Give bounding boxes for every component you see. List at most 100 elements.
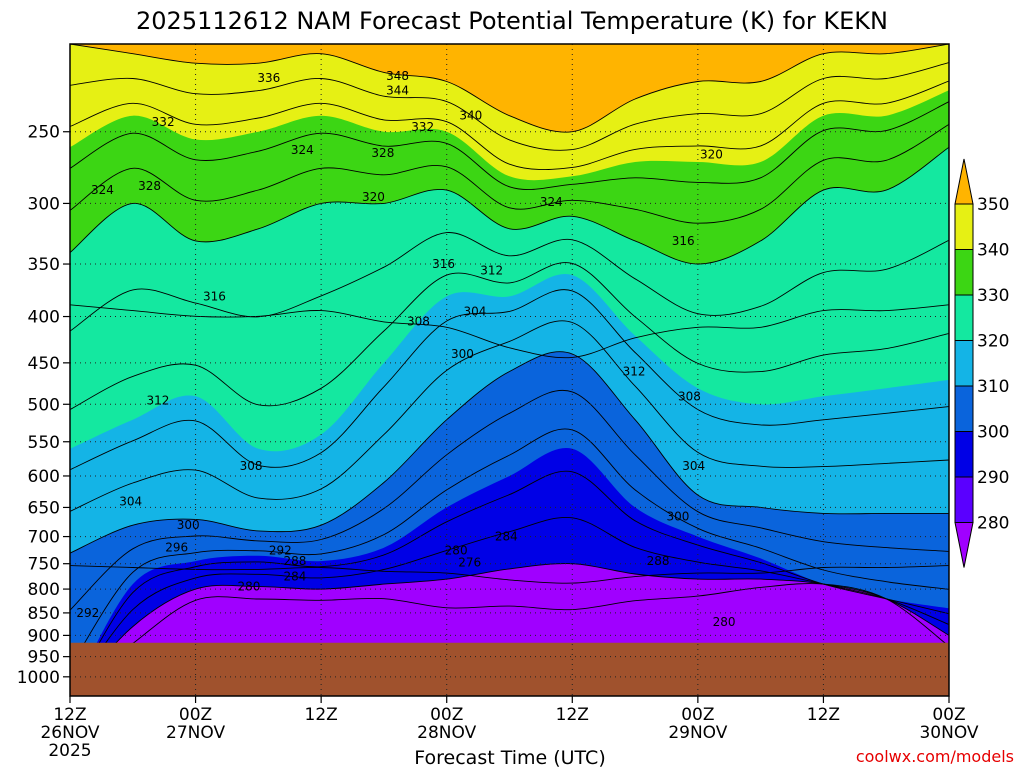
x-tick-label: 28NOV [417,723,476,743]
isentrope-276 [70,583,949,696]
contour-label: 320 [362,190,385,204]
contour-label: 324 [91,183,114,197]
y-tick-label: 900 [28,626,60,646]
contour-label: 328 [138,179,161,193]
y-tick-label: 500 [28,395,60,415]
y-tick-label: 600 [28,467,60,487]
contour-label: 276 [458,556,481,570]
y-tick-label: 350 [28,255,60,275]
y-tick-label: 750 [28,555,60,575]
isentrope-316 [70,232,949,332]
contour-label: 312 [623,364,646,378]
contour-label: 300 [667,509,690,523]
colorbar-label: 310 [977,377,1009,397]
contour-label: 280 [445,543,468,557]
contour-label: 324 [540,195,563,209]
x-tick-label: 00Z [430,705,463,725]
contour-label: 316 [203,289,226,303]
x-axis-label: Forecast Time (UTC) [414,747,605,768]
y-tick-label: 700 [28,528,60,548]
contour-label: 328 [371,146,394,160]
contour-label: 288 [284,554,307,568]
contour-label: 284 [284,570,307,584]
isentrope-332 [70,80,949,171]
contour-label: 292 [269,543,292,557]
x-tick-label: 30NOV [919,723,978,743]
contour-label: 316 [672,234,695,248]
y-tick-label: 800 [28,580,60,600]
colorbar-label: 320 [977,332,1009,352]
contour-label: 340 [459,109,482,123]
contour-label: 332 [152,115,175,129]
isentrope-308 [70,289,949,471]
contour-label: 308 [240,459,263,473]
y-tick-label: 550 [28,433,60,453]
x-tick-label: 12Z [305,705,338,725]
y-tick-label: 400 [28,308,60,328]
colorbar-extend-bottom [954,522,974,568]
isentrope-328 [70,101,949,190]
contour-label: 336 [257,71,280,85]
contour-label: 312 [146,393,169,407]
isentrope-324 [70,124,949,224]
isentrope-304 [70,320,949,512]
colorbar-label: 300 [977,423,1009,443]
x-tick-label: 12Z [807,705,840,725]
colorbar-extend-top [954,158,974,205]
colorbar-label: 280 [977,514,1009,534]
contour-label: 304 [464,305,487,319]
y-tick-label: 950 [28,648,60,668]
colorbar-label: 350 [977,195,1009,215]
isentrope-280 [70,563,949,696]
contour-label: 304 [119,494,142,508]
credit-text: coolwx.com/models [856,747,1014,766]
contour-label: 288 [647,554,670,568]
contour-label: 308 [678,389,701,403]
y-tick-label: 650 [28,498,60,518]
y-axis: 2503003504004505005506006507007508008509… [17,123,70,688]
isentrope-340 [70,44,949,133]
isentrope-288 [70,470,949,696]
x-tick-label: 29NOV [668,723,727,743]
temperature-bands [70,44,949,696]
colorbar-label: 290 [977,468,1009,488]
y-tick-label: 450 [28,354,60,374]
x-tick-label: 00Z [932,705,965,725]
isentrope-lines [70,44,949,696]
colorbar: 280 290 300 310 320 330 340 350 [954,158,1009,568]
colorbar-swatch [954,249,974,296]
terrain-block [70,642,949,696]
colorbar-swatch [954,294,974,341]
contour-label: 292 [76,606,99,620]
contour-label: 280 [237,580,260,594]
contour-label: 348 [386,69,409,83]
contour-label: 284 [495,530,518,544]
contour-label: 324 [291,143,314,157]
y-tick-label: 250 [28,123,60,143]
x-tick-label: 2025 [48,741,91,761]
colorbar-swatch [954,203,974,250]
x-tick-label: 27NOV [166,723,225,743]
contour-label: 316 [432,257,455,271]
y-tick-label: 850 [28,604,60,624]
colorbar-swatch [954,385,974,432]
colorbar-label: 330 [977,286,1009,306]
x-tick-label: 00Z [681,705,714,725]
contour-label: 332 [411,120,434,134]
isentrope-292 [70,428,949,668]
contour-label: 344 [386,83,409,97]
contour-label: 320 [700,148,723,162]
contour-label: 308 [407,314,430,328]
isentrope-336 [70,62,949,151]
colorbar-swatch [954,340,974,387]
plot-frame [69,43,950,697]
isentrope-320 [70,146,949,265]
y-tick-label: 300 [28,194,60,214]
colorbar-swatch [954,476,974,523]
contour-label: 304 [682,459,705,473]
x-tick-label: 26NOV [40,723,99,743]
colorbar-swatch [954,431,974,478]
